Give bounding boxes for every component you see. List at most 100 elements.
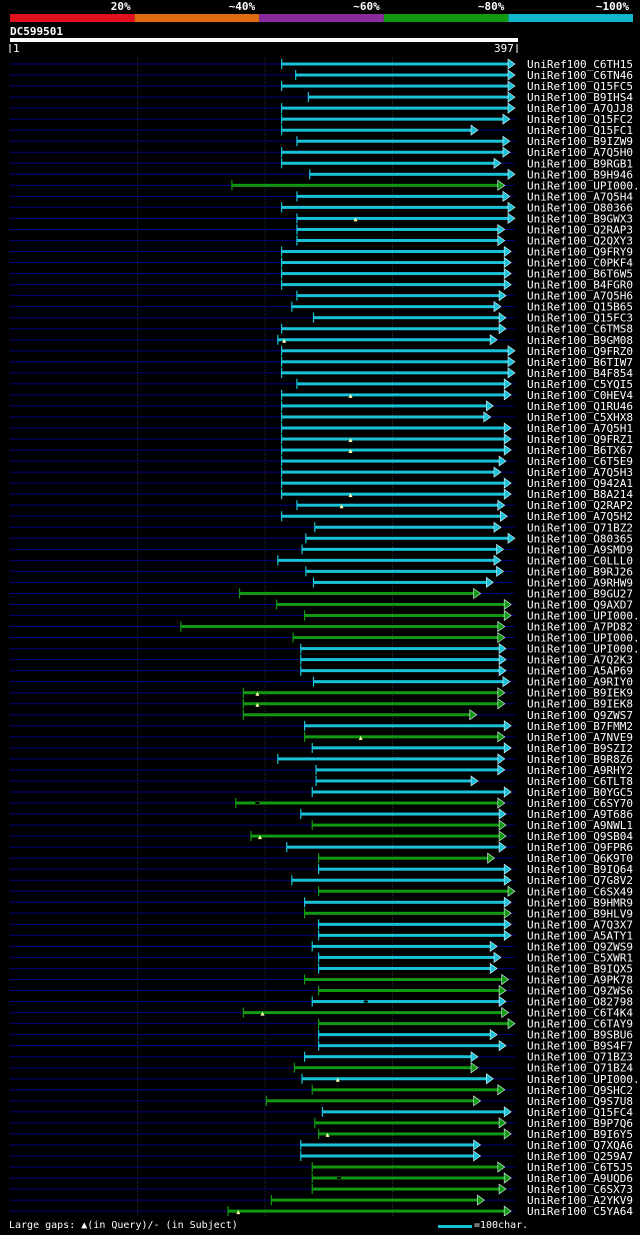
hit-row[interactable]: UniRef100_B4FGR0: [10, 279, 633, 292]
hit-row[interactable]: UniRef100_Q2RAP2: [10, 499, 633, 512]
hit-bar[interactable]: [312, 1088, 500, 1092]
hit-label[interactable]: UniRef100_A7Q5H6: [527, 290, 633, 303]
hit-label[interactable]: UniRef100_A9RIY0: [527, 676, 633, 689]
hit-row[interactable]: UniRef100_B9IZW9: [10, 135, 633, 148]
hit-bar[interactable]: [277, 558, 496, 562]
hit-row[interactable]: UniRef100_Q942A1: [10, 477, 633, 490]
hit-row[interactable]: UniRef100_C6T5J5: [10, 1161, 633, 1174]
hit-bar[interactable]: [300, 1154, 476, 1158]
hit-bar[interactable]: [318, 856, 490, 860]
hit-label[interactable]: UniRef100_B9I6Y5: [527, 1128, 633, 1141]
hit-bar[interactable]: [281, 161, 496, 165]
hit-bar[interactable]: [318, 989, 502, 993]
hit-bar[interactable]: [281, 283, 507, 287]
hit-row[interactable]: UniRef100_Q15FC5: [10, 80, 633, 93]
hit-row[interactable]: UniRef100_Q9S7U8: [10, 1095, 633, 1108]
hit-label[interactable]: UniRef100_Q15FC5: [527, 80, 633, 93]
hit-bar[interactable]: [281, 437, 507, 441]
hit-label[interactable]: UniRef100_Q15B65: [527, 301, 633, 314]
hit-label[interactable]: UniRef100_Q7G8V2: [527, 874, 633, 887]
hit-row[interactable]: UniRef100_C5YA64: [10, 1205, 633, 1216]
hit-label[interactable]: UniRef100_Q15FC4: [527, 1106, 633, 1119]
hit-bar[interactable]: [281, 106, 510, 110]
hit-row[interactable]: UniRef100_Q15FC4: [10, 1106, 633, 1119]
hit-label[interactable]: UniRef100_A7Q5H4: [527, 190, 633, 203]
hit-row[interactable]: UniRef100_A9PK78: [10, 973, 633, 986]
hit-label[interactable]: UniRef100_Q2RAP2: [527, 499, 633, 512]
hit-bar[interactable]: [305, 569, 499, 573]
hit-label[interactable]: UniRef100_C5XWR1: [527, 951, 633, 964]
hit-label[interactable]: UniRef100_B8A214: [527, 488, 633, 501]
hit-row[interactable]: UniRef100_UPI000..: [10, 610, 640, 623]
hit-label[interactable]: UniRef100_A2YKV9: [527, 1194, 633, 1207]
hit-label[interactable]: UniRef100_Q71BZ4: [527, 1062, 633, 1075]
hit-bar[interactable]: [313, 680, 505, 684]
hit-label[interactable]: UniRef100_B6TIW7: [527, 356, 633, 369]
hit-bar[interactable]: [231, 183, 500, 187]
hit-row[interactable]: UniRef100_C6TH15: [10, 58, 633, 71]
hit-row[interactable]: UniRef100_A7PD82: [10, 621, 633, 634]
hit-row[interactable]: UniRef100_A5ATY1: [10, 929, 633, 942]
hit-label[interactable]: UniRef100_Q9FRY9: [527, 246, 633, 259]
hit-bar[interactable]: [312, 790, 507, 794]
hit-bar[interactable]: [266, 1099, 476, 1103]
hit-row[interactable]: UniRef100_Q9SB04: [10, 830, 633, 843]
hit-bar[interactable]: [318, 922, 507, 926]
hit-label[interactable]: UniRef100_C6TAY9: [527, 1018, 633, 1031]
hit-row[interactable]: UniRef100_B0YGC5: [10, 786, 633, 799]
hit-row[interactable]: UniRef100_UPI000..: [10, 632, 640, 645]
hit-label[interactable]: UniRef100_Q9SHC2: [527, 1084, 633, 1097]
hit-bar[interactable]: [304, 614, 507, 617]
hit-row[interactable]: UniRef100_C6TAY9: [10, 1018, 633, 1031]
hit-label[interactable]: UniRef100_B9IHS4: [527, 91, 633, 104]
hit-bar[interactable]: [304, 911, 507, 915]
hit-label[interactable]: UniRef100_Q9FRZ0: [527, 345, 633, 358]
hit-label[interactable]: UniRef100_C5XHX8: [527, 411, 633, 424]
hit-row[interactable]: UniRef100_Q9FPR6: [10, 841, 633, 854]
hit-bar[interactable]: [271, 1198, 480, 1202]
hit-label[interactable]: UniRef100_A9RHW9: [527, 576, 633, 589]
hit-row[interactable]: UniRef100_C0HEV4: [10, 389, 633, 402]
hit-label[interactable]: UniRef100_UPI000..: [527, 179, 640, 192]
hit-row[interactable]: UniRef100_B9IHS4: [10, 91, 633, 104]
hit-row[interactable]: UniRef100_B6T6W5: [10, 268, 633, 281]
hit-row[interactable]: UniRef100_B7FMM2: [10, 720, 633, 733]
hit-row[interactable]: UniRef100_C6SX49: [10, 885, 633, 898]
hit-label[interactable]: UniRef100_C5YA64: [527, 1205, 633, 1216]
hit-label[interactable]: UniRef100_B9SZI2: [527, 742, 633, 755]
hit-label[interactable]: UniRef100_Q9ZWS6: [527, 985, 633, 998]
hit-bar[interactable]: [309, 172, 510, 176]
hit-row[interactable]: UniRef100_C6SY70: [10, 797, 633, 810]
hit-label[interactable]: UniRef100_Q9SB04: [527, 830, 633, 843]
hit-bar[interactable]: [314, 1121, 502, 1125]
hit-label[interactable]: UniRef100_B9SBU6: [527, 1029, 633, 1042]
hit-row[interactable]: UniRef100_A7Q2K3: [10, 654, 633, 667]
hit-bar[interactable]: [251, 834, 502, 838]
hit-bar[interactable]: [304, 1055, 474, 1059]
hit-label[interactable]: UniRef100_Q259A7: [527, 1150, 633, 1163]
hit-bar[interactable]: [304, 724, 507, 728]
hit-row[interactable]: UniRef100_Q15FC2: [10, 113, 633, 126]
hit-row[interactable]: UniRef100_B6TIW7: [10, 356, 633, 369]
hit-row[interactable]: UniRef100_Q2RAP3: [10, 223, 633, 236]
hit-bar[interactable]: [318, 1022, 510, 1026]
hit-bar[interactable]: [305, 536, 510, 540]
hit-label[interactable]: UniRef100_B9HMR9: [527, 896, 633, 909]
hit-bar[interactable]: [276, 602, 507, 606]
hit-row[interactable]: UniRef100_B9RGB1: [10, 157, 633, 170]
hit-row[interactable]: UniRef100_Q7G8V2: [10, 874, 633, 887]
hit-row[interactable]: UniRef100_C0PKF4: [10, 257, 633, 270]
hit-bar[interactable]: [318, 867, 507, 871]
hit-row[interactable]: UniRef100_Q15FC1: [10, 124, 633, 137]
hit-bar[interactable]: [243, 713, 472, 717]
hit-bar[interactable]: [296, 238, 500, 242]
hit-bar[interactable]: [300, 812, 502, 816]
hit-row[interactable]: UniRef100_A9UQD6: [10, 1172, 633, 1185]
hit-bar[interactable]: [302, 547, 499, 551]
hit-row[interactable]: UniRef100_UPI000..: [10, 179, 640, 192]
hit-bar[interactable]: [314, 525, 496, 529]
hit-label[interactable]: UniRef100_A9NWL1: [527, 819, 633, 832]
hit-row[interactable]: UniRef100_Q259A7: [10, 1150, 633, 1163]
hit-label[interactable]: UniRef100_Q1RU46: [527, 400, 633, 413]
hit-bar[interactable]: [243, 1011, 504, 1015]
